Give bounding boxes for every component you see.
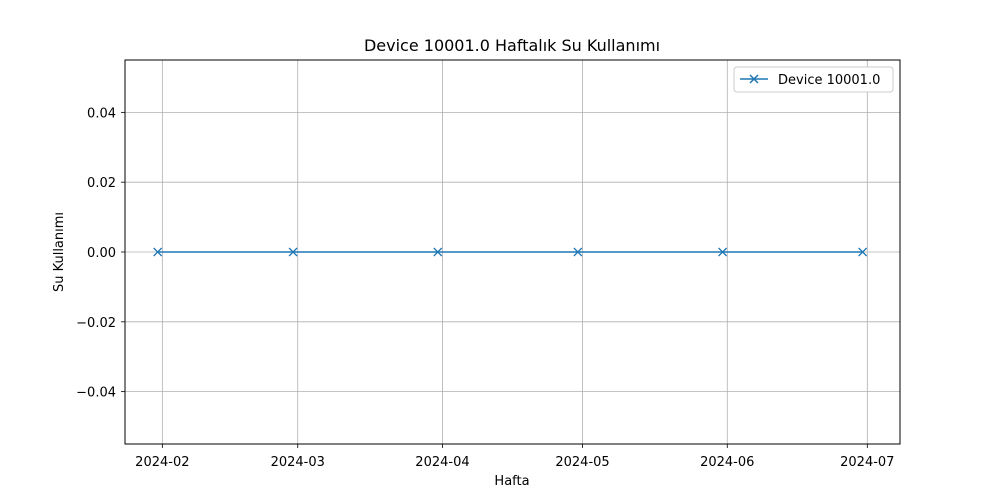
y-tick-label: 0.00 (87, 246, 116, 261)
legend-box (733, 66, 894, 93)
x-tick-label: 2024-06 (700, 455, 754, 470)
legend-marker (749, 74, 759, 84)
x-axis-label: Hafta (494, 474, 529, 489)
y-tick-label: −0.04 (76, 386, 116, 401)
data-point (288, 247, 298, 257)
x-tick-label: 2024-04 (415, 455, 469, 470)
y-tick-label: −0.02 (76, 316, 116, 331)
data-point (153, 247, 163, 257)
x-tick-label: 2024-07 (840, 455, 894, 470)
data-point (718, 247, 728, 257)
legend-label: Device 10001.0 (778, 73, 880, 88)
x-tick-label: 2024-03 (271, 455, 325, 470)
x-axis: 2024-02 2024-03 2024-04 2024-05 2024-06 2024-… (135, 444, 894, 470)
data-point (433, 247, 443, 257)
y-axis: 0.04 0.02 0.00 −0.02 −0.04 (76, 106, 125, 401)
x-tick-label: 2024-02 (135, 455, 189, 470)
legend: Device 10001.0 (733, 66, 894, 93)
series-layer (153, 247, 868, 257)
data-point (858, 247, 868, 257)
y-tick-label: 0.04 (87, 106, 116, 121)
y-tick-label: 0.02 (87, 176, 116, 191)
data-point (573, 247, 583, 257)
chart-title: Device 10001.0 Haftalık Su Kullanımı (364, 36, 660, 55)
x-tick-label: 2024-05 (555, 455, 609, 470)
y-axis-label: Su Kullanımı (52, 212, 67, 292)
